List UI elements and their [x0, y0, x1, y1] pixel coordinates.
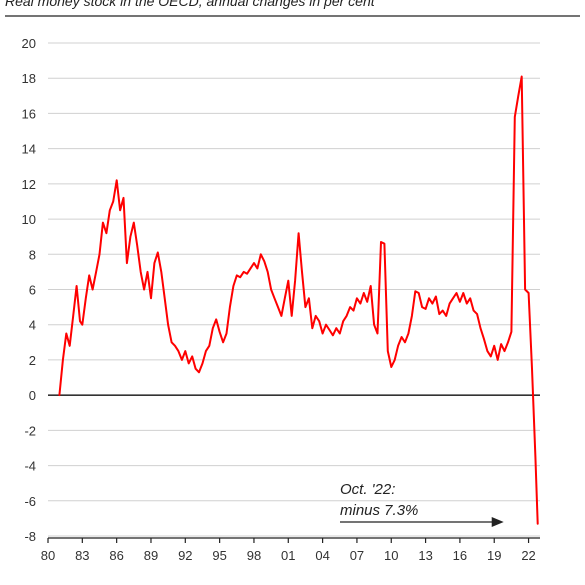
x-tick-label: 07 — [350, 548, 364, 563]
x-tick-label: 13 — [418, 548, 432, 563]
series-layer — [58, 75, 539, 525]
x-tick-label: 22 — [521, 548, 535, 563]
y-tick-label: 0 — [29, 388, 36, 403]
y-tick-label: -6 — [24, 494, 36, 509]
y-tick-label: -2 — [24, 423, 36, 438]
x-tick-label: 98 — [247, 548, 261, 563]
y-tick-label: -4 — [24, 459, 36, 474]
grid-lines — [48, 42, 540, 537]
x-tick-label: 01 — [281, 548, 295, 563]
y-tick-label: 12 — [22, 177, 36, 192]
y-tick-label: 18 — [22, 71, 36, 86]
series-line-0 — [58, 75, 539, 525]
x-tick-label: 92 — [178, 548, 192, 563]
annotation-line-1: Oct. '22: — [340, 481, 395, 498]
x-tick-label: 83 — [75, 548, 89, 563]
x-tick-label: 86 — [109, 548, 123, 563]
y-tick-label: 6 — [29, 283, 36, 298]
y-tick-label: 20 — [22, 36, 36, 51]
x-tick-label: 16 — [453, 548, 467, 563]
x-tick-label: 19 — [487, 548, 501, 563]
x-tick-label: 80 — [41, 548, 55, 563]
y-tick-label: 16 — [22, 106, 36, 121]
x-tick-label: 95 — [212, 548, 226, 563]
x-tick-label: 04 — [315, 548, 329, 563]
x-tick-labels: 80 83 86 89 92 95 98 01 04 07 10 13 16 19 22 — [41, 537, 540, 563]
y-tick-label: 14 — [22, 142, 36, 157]
y-tick-label: 2 — [29, 353, 36, 368]
annotation-line-2: minus 7.3% — [340, 502, 418, 519]
y-tick-label: 10 — [22, 212, 36, 227]
annotation-arrow-head — [491, 517, 504, 527]
y-tick-label: 8 — [29, 247, 36, 262]
x-tick-label: 89 — [144, 548, 158, 563]
annotation: Oct. '22: minus 7.3% — [340, 481, 504, 527]
y-tick-label: -8 — [24, 529, 36, 544]
chart-title: Real money stock in the OECD, annual cha… — [5, 0, 376, 9]
y-tick-label: 4 — [29, 318, 36, 333]
x-tick-label: 10 — [384, 548, 398, 563]
